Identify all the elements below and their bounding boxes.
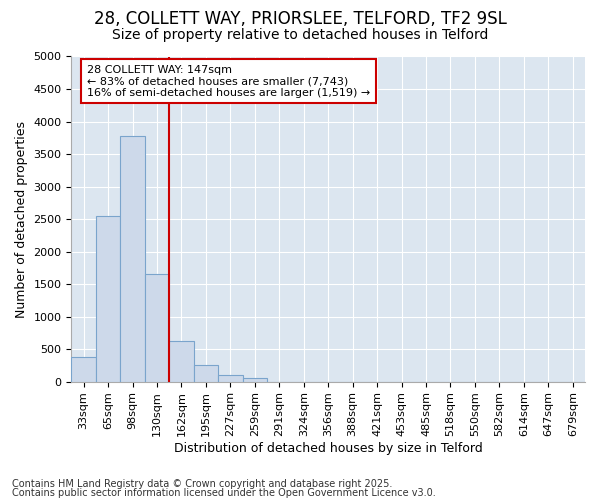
Bar — [96, 216, 121, 382]
X-axis label: Distribution of detached houses by size in Telford: Distribution of detached houses by size … — [174, 442, 482, 455]
Bar — [242, 378, 267, 382]
Bar — [218, 375, 242, 382]
Bar — [194, 366, 218, 382]
Text: Size of property relative to detached houses in Telford: Size of property relative to detached ho… — [112, 28, 488, 42]
Text: 28 COLLETT WAY: 147sqm
← 83% of detached houses are smaller (7,743)
16% of semi-: 28 COLLETT WAY: 147sqm ← 83% of detached… — [87, 64, 370, 98]
Bar — [145, 274, 169, 382]
Text: Contains HM Land Registry data © Crown copyright and database right 2025.: Contains HM Land Registry data © Crown c… — [12, 479, 392, 489]
Bar — [121, 136, 145, 382]
Text: 28, COLLETT WAY, PRIORSLEE, TELFORD, TF2 9SL: 28, COLLETT WAY, PRIORSLEE, TELFORD, TF2… — [94, 10, 506, 28]
Text: Contains public sector information licensed under the Open Government Licence v3: Contains public sector information licen… — [12, 488, 436, 498]
Bar — [169, 342, 194, 382]
Bar — [71, 357, 96, 382]
Y-axis label: Number of detached properties: Number of detached properties — [15, 120, 28, 318]
